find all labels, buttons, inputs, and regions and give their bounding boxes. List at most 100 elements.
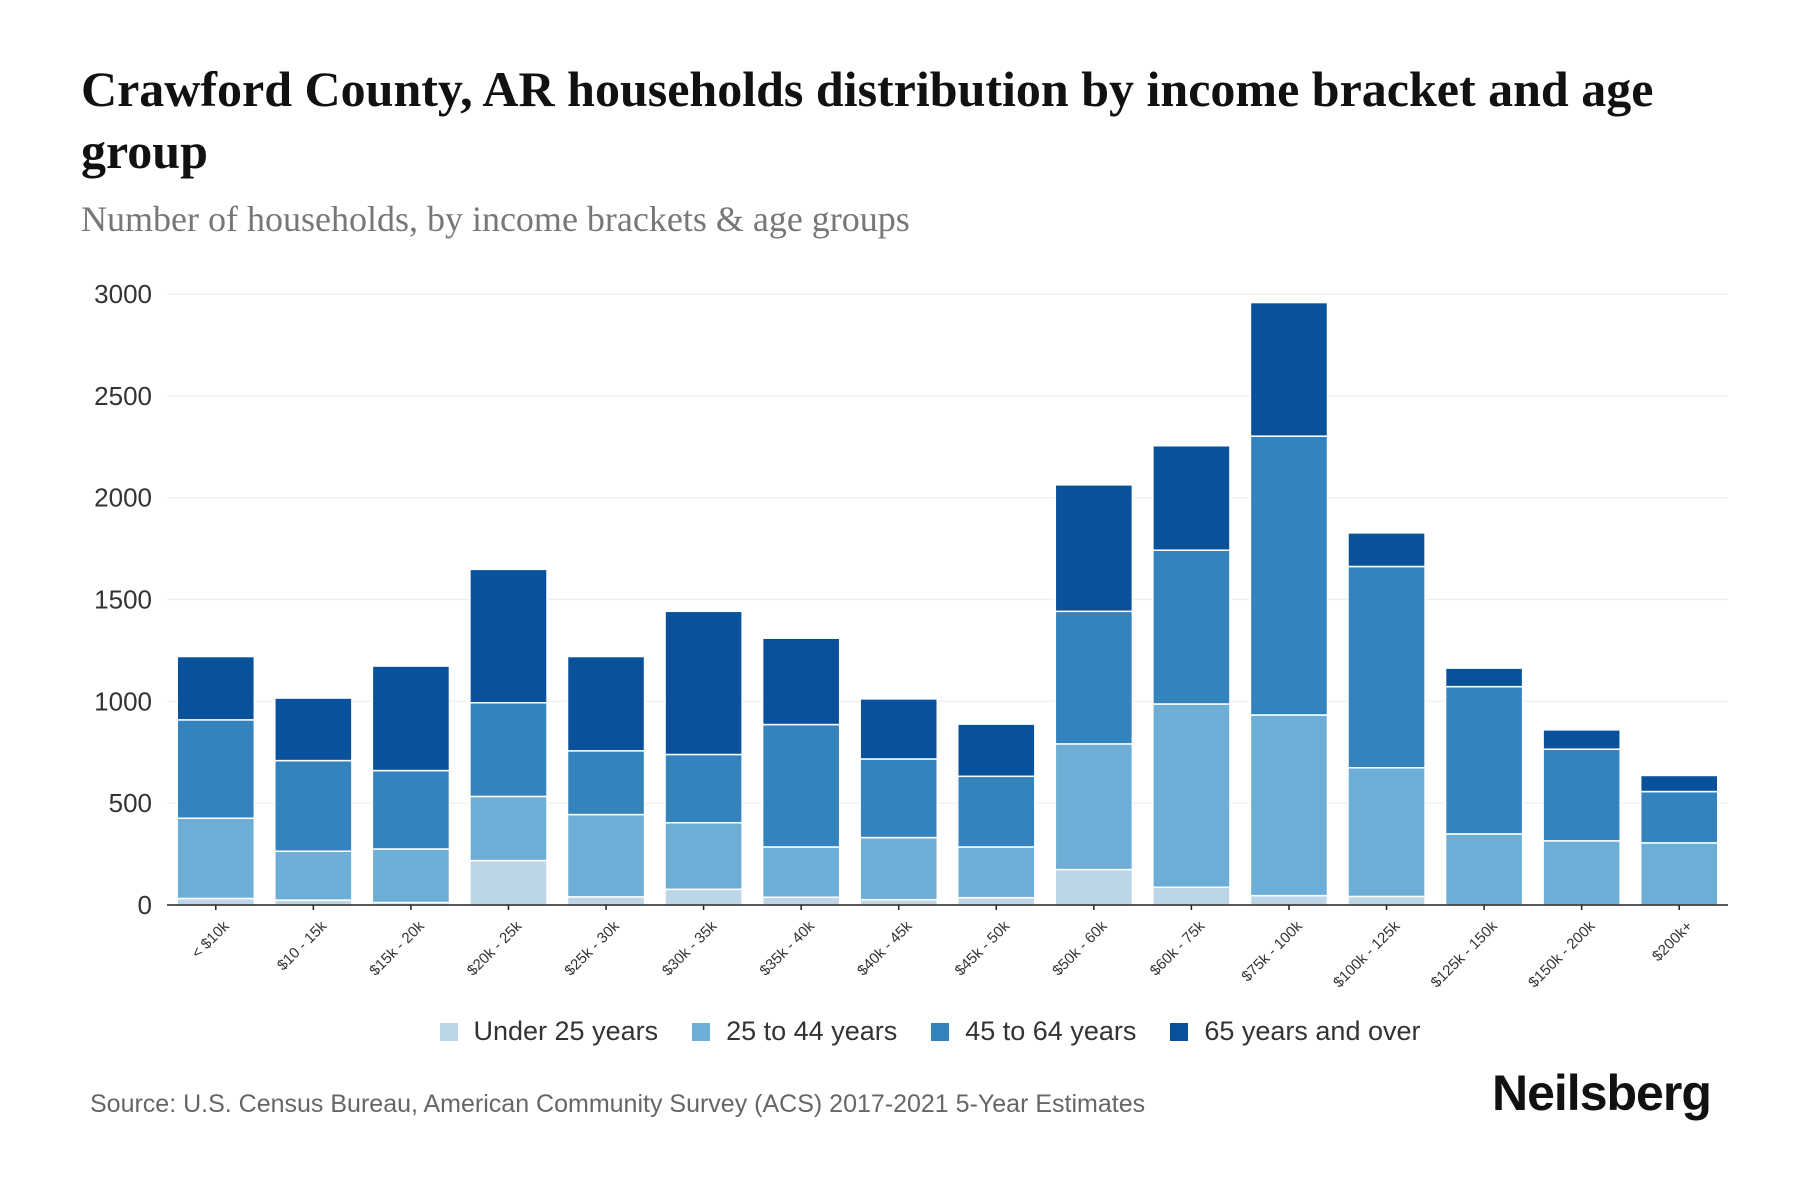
x-tick-label: $15k - 20k bbox=[366, 917, 428, 979]
y-axis-ticks: 0 500 1000 1500 2000 2500 3000 bbox=[94, 279, 152, 920]
bar-segment-45-to-64-years bbox=[956, 775, 1036, 848]
legend-swatch bbox=[692, 1022, 711, 1041]
bar-segment-65-years-and-over bbox=[956, 723, 1036, 778]
x-axis-ticks: < $10k $10 - 15k $15k - 20k $20k - 25k $25k … bbox=[188, 905, 1696, 991]
bar-segment-under-25-years bbox=[566, 896, 646, 906]
y-tick-label: 1500 bbox=[94, 585, 152, 615]
neilsberg-logo: Neilsberg bbox=[1492, 1065, 1712, 1121]
legend-label: 45 to 64 years bbox=[965, 1016, 1137, 1046]
x-tick-label: $75k - 100k bbox=[1238, 917, 1306, 985]
x-tick-label: $20k - 25k bbox=[464, 917, 526, 979]
bar-segment-25-to-44-years bbox=[1152, 703, 1231, 889]
legend: Under 25 years 25 to 44 years 45 to 64 yea… bbox=[0, 1016, 1800, 1047]
bar-segment-45-to-64-years bbox=[1152, 549, 1231, 705]
x-tick-label: $100k - 125k bbox=[1330, 917, 1404, 991]
bar-segment-65-years-and-over bbox=[761, 637, 841, 726]
bar-segment-45-to-64-years bbox=[1639, 790, 1719, 844]
bar-segment-45-to-64-years bbox=[859, 758, 939, 839]
bar-segment-45-to-64-years bbox=[761, 723, 841, 848]
bar-segment-65-years-and-over bbox=[274, 697, 353, 762]
bar-segment-under-25-years bbox=[469, 859, 548, 906]
bar-segment-under-25-years bbox=[1249, 894, 1329, 906]
legend-item: 25 to 44 years bbox=[692, 1016, 897, 1047]
bar-segment-under-25-years bbox=[859, 898, 939, 906]
y-tick-label: 2000 bbox=[94, 483, 152, 513]
bar-segment-65-years-and-over bbox=[859, 698, 939, 760]
legend-swatch bbox=[439, 1022, 458, 1041]
x-tick-label: $150k - 200k bbox=[1525, 917, 1599, 991]
y-tick-label: 1000 bbox=[94, 686, 152, 716]
bar-segment-65-years-and-over bbox=[1639, 774, 1719, 793]
bar-segment-65-years-and-over bbox=[469, 568, 548, 704]
bar-segment-65-years-and-over bbox=[1347, 532, 1426, 568]
bar-segment-25-to-44-years bbox=[1639, 842, 1719, 906]
bar-segment-25-to-44-years bbox=[371, 848, 451, 904]
bar-segment-45-to-64-years bbox=[1249, 435, 1329, 716]
legend-item: 65 years and over bbox=[1170, 1016, 1421, 1047]
legend-item: Under 25 years bbox=[439, 1016, 659, 1047]
bar-segment-25-to-44-years bbox=[1249, 714, 1329, 897]
bar-segment-45-to-64-years bbox=[1347, 565, 1426, 769]
legend-swatch bbox=[931, 1022, 950, 1041]
bar-segment-25-to-44-years bbox=[274, 850, 353, 901]
bar-segment-45-to-64-years bbox=[469, 702, 548, 798]
bar-segment-45-to-64-years bbox=[664, 753, 743, 824]
bar-segment-25-to-44-years bbox=[761, 846, 841, 899]
x-tick-label: $60k - 75k bbox=[1147, 917, 1209, 979]
bar-segment-under-25-years bbox=[761, 896, 841, 906]
x-tick-label: < $10k bbox=[188, 917, 233, 962]
stacked-bar-chart: 0 500 1000 1500 2000 2500 3000 < $10k $10 - 15k… bbox=[94, 279, 1728, 991]
legend-label: Under 25 years bbox=[473, 1016, 659, 1046]
bar-segment-25-to-44-years bbox=[1444, 833, 1524, 906]
bar-segment-25-to-44-years bbox=[664, 821, 743, 891]
bar-segment-65-years-and-over bbox=[1249, 301, 1329, 437]
bar-segment-25-to-44-years bbox=[566, 813, 646, 898]
x-tick-label: $35k - 40k bbox=[756, 917, 818, 979]
legend-label: 25 to 44 years bbox=[726, 1016, 898, 1046]
bar-segment-under-25-years bbox=[664, 888, 743, 906]
bar-segment-65-years-and-over bbox=[566, 655, 646, 752]
bar-segment-65-years-and-over bbox=[1542, 729, 1621, 750]
bars bbox=[176, 301, 1719, 906]
x-tick-label: $40k - 45k bbox=[854, 917, 916, 979]
bar-segment-65-years-and-over bbox=[1152, 444, 1231, 551]
chart-title: Crawford County, AR households distribut… bbox=[81, 61, 1654, 179]
bar-segment-25-to-44-years bbox=[1054, 743, 1134, 871]
bar-segment-25-to-44-years bbox=[469, 795, 548, 862]
bar-segment-45-to-64-years bbox=[176, 719, 256, 819]
y-tick-label: 0 bbox=[138, 890, 152, 920]
y-tick-label: 500 bbox=[109, 788, 152, 818]
bar-segment-25-to-44-years bbox=[1542, 840, 1621, 906]
bar-segment-under-25-years bbox=[1347, 895, 1426, 906]
x-tick-label: $50k - 60k bbox=[1049, 917, 1111, 979]
x-tick-label: $125k - 150k bbox=[1428, 917, 1502, 991]
bar-segment-65-years-and-over bbox=[371, 665, 451, 772]
bar-segment-65-years-and-over bbox=[176, 655, 256, 721]
chart-subtitle: Number of households, by income brackets… bbox=[81, 199, 910, 239]
y-tick-label: 3000 bbox=[94, 279, 152, 309]
legend-label: 65 years and over bbox=[1204, 1016, 1421, 1046]
legend-item: 45 to 64 years bbox=[931, 1016, 1136, 1047]
bar-segment-25-to-44-years bbox=[1347, 766, 1426, 898]
bar-segment-45-to-64-years bbox=[566, 750, 646, 816]
bar-segment-45-to-64-years bbox=[371, 769, 451, 850]
x-tick-label: $10 - 15k bbox=[274, 917, 331, 974]
bar-segment-45-to-64-years bbox=[1542, 748, 1621, 842]
bar-segment-45-to-64-years bbox=[1444, 685, 1524, 835]
bar-segment-25-to-44-years bbox=[859, 836, 939, 901]
bar-segment-25-to-44-years bbox=[956, 846, 1036, 899]
bar-segment-under-25-years bbox=[1054, 868, 1134, 906]
x-tick-label: $25k - 30k bbox=[561, 917, 623, 979]
source-note: Source: U.S. Census Bureau, American Com… bbox=[90, 1090, 1146, 1118]
x-tick-label: $45k - 50k bbox=[952, 917, 1014, 979]
x-tick-label: $30k - 35k bbox=[659, 917, 721, 979]
bar-segment-45-to-64-years bbox=[274, 759, 353, 852]
bar-segment-under-25-years bbox=[1152, 886, 1231, 906]
bar-segment-25-to-44-years bbox=[176, 817, 256, 900]
x-tick-label: $200k+ bbox=[1649, 918, 1696, 965]
bar-segment-under-25-years bbox=[956, 896, 1036, 906]
bar-segment-65-years-and-over bbox=[664, 610, 743, 756]
bar-segment-under-25-years bbox=[176, 897, 256, 906]
legend-swatch bbox=[1170, 1022, 1189, 1041]
bar-segment-65-years-and-over bbox=[1444, 667, 1524, 688]
